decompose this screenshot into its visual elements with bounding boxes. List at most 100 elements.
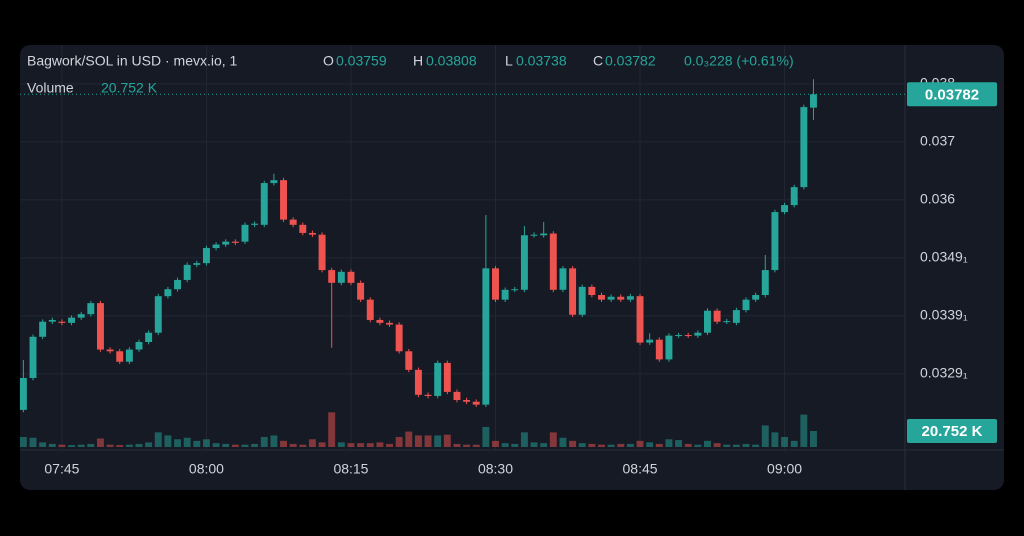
volume-bar [77,444,85,447]
volume-bar [713,443,721,447]
candle-body [549,233,557,290]
candle-body [771,212,779,271]
candle-body [366,299,374,320]
chart-title: Bagwork/SOL in USD · mevx.io, 1 [27,53,238,69]
volume-bar [260,436,268,447]
volume-bar [270,435,278,447]
candle-body [501,289,509,300]
ohlc-value: 0.03808 [426,53,477,69]
candle-body [723,321,731,323]
ohlc-label: O [323,53,334,69]
x-tick-label: 07:45 [44,461,79,477]
candles [19,79,817,413]
volume-bar [781,436,789,447]
volume-bar [472,444,480,447]
candle-body [800,107,808,188]
volume-bar [626,443,634,447]
candle-body [58,321,66,323]
price-tag [907,82,997,107]
candle-body [347,271,355,283]
candle-body [48,319,56,322]
candle-body [337,271,345,283]
volume-bar [48,443,56,447]
volume-bar [809,431,817,447]
candle-body [405,351,413,370]
candle-body [222,241,230,245]
y-tick-label: 0.037 [920,133,955,149]
candle-body [492,268,499,300]
x-tick-label: 08:30 [478,461,513,477]
ohlc-value: 0.03782 [605,53,656,69]
candle-body [752,295,760,300]
candle-body [704,310,711,333]
volume-bar [212,443,220,447]
volume-bar [482,426,490,447]
candle-body [260,183,268,225]
price-tag-label: 0.03782 [925,86,979,103]
candle-body [241,224,249,242]
candle-body [809,94,817,108]
candle-body [193,263,201,265]
candle-body [174,279,182,290]
volume-bar [328,412,336,447]
volume-bar [202,439,210,447]
x-tick-label: 09:00 [767,461,802,477]
candle-body [231,241,239,243]
volume-bar [492,440,499,447]
volume-bar [665,439,673,447]
volume-bar [222,443,230,447]
ohlc-label: H [413,53,423,69]
volume-bar [588,443,596,447]
volume-bar [704,440,711,447]
candle-body [598,295,605,300]
candle-body [472,401,480,405]
candle-body [202,248,210,264]
volume-bar [559,437,567,447]
candle-body [530,234,538,236]
candle-body [328,270,336,283]
volume-tag-label: 20.752 K [922,423,983,440]
ohlc-label: L [505,53,513,69]
volume-bar [742,443,750,447]
candle-body [318,234,326,271]
volume-bar [723,444,731,447]
candle-body [145,332,153,343]
candle-body [675,335,683,337]
volume-bar [357,443,365,447]
candle-body [39,321,47,337]
candle-body [665,335,673,360]
candle-body [607,296,615,300]
volume-bar [434,435,442,447]
volume-bar [29,437,37,447]
volume-bar [453,443,461,447]
candle-body [299,224,307,233]
volume-bar [414,435,422,447]
volume-bar [501,443,509,447]
candle-body [395,324,403,352]
candle-body [106,349,114,352]
volume-bar [540,443,548,447]
candle-body [453,391,461,401]
volume-bar [549,432,557,447]
candle-body [636,296,644,343]
volume-bar [231,444,239,447]
candle-body [626,296,634,300]
y-tick-label: 0.036 [920,191,955,207]
x-tick-label: 08:15 [333,461,368,477]
candle-body [578,286,586,315]
volume-bar [241,444,249,447]
volume-bar [183,437,191,447]
candle-body [135,342,143,350]
volume-bar [520,432,528,447]
change: 0.0₃228 (+0.61%) [684,53,794,69]
volume-bar [646,442,654,447]
volume-bar [405,431,413,447]
candle-body [183,264,191,280]
candle-body [154,296,162,333]
volume-bar [694,444,702,447]
x-tick-label: 08:00 [189,461,224,477]
candle-body [77,314,85,318]
volume-bar [193,440,201,447]
y-tick-label: 0.0349₁ [920,249,968,265]
volume-bar [39,442,47,447]
